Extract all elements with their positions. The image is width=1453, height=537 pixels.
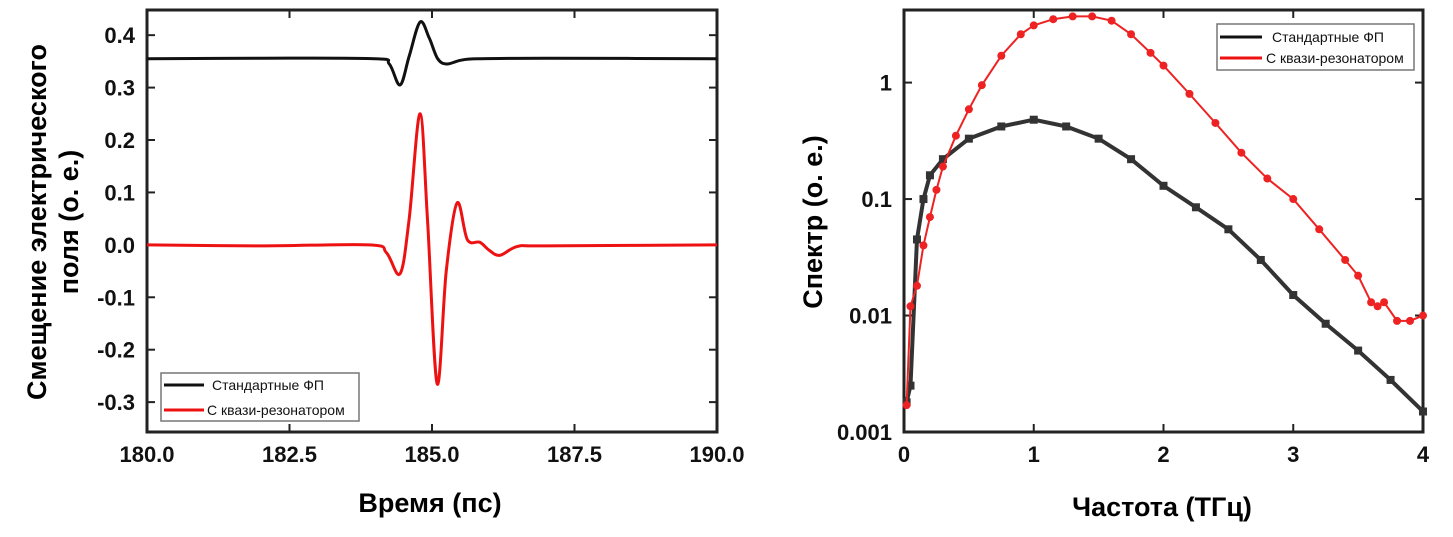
data-point <box>938 155 947 164</box>
legend-box <box>160 372 360 422</box>
y-axis-label: Спектр (о. е.) <box>798 135 828 309</box>
x-tick-label: 2 <box>1157 442 1169 467</box>
time-domain-chart: 180.0 182.5 185.0 187.5 190.0 0.4 0.3 0.2 0.1 0.0… <box>22 8 745 518</box>
data-point <box>1354 346 1363 355</box>
data-point <box>1341 255 1350 264</box>
data-point <box>1016 30 1025 39</box>
y-tick-label: 0.4 <box>104 23 135 48</box>
data-point <box>1127 155 1136 164</box>
x-axis-label: Частота (ТГц) <box>1072 492 1252 522</box>
data-point <box>902 401 911 410</box>
data-point <box>1393 316 1402 325</box>
data-point <box>1062 122 1071 131</box>
data-point <box>1373 302 1382 311</box>
x-tick-label: 0 <box>898 442 910 467</box>
data-point <box>1185 89 1194 98</box>
legend-label-standard: Стандартные ФП <box>212 377 324 393</box>
y-tick-label: 0.1 <box>104 180 135 205</box>
data-point <box>925 213 934 222</box>
data-point <box>1068 12 1077 21</box>
y-tick-label: 0.0 <box>104 233 135 258</box>
data-point <box>1029 21 1038 30</box>
data-point <box>1419 311 1427 320</box>
data-point <box>1367 298 1376 307</box>
x-tick-label: 187.5 <box>547 442 602 467</box>
y-tick-label: 0.3 <box>104 76 135 101</box>
legend-label-resonator: С квази-резонатором <box>207 402 345 418</box>
y-tick-label: 0.1 <box>861 187 892 212</box>
data-point <box>1354 271 1363 280</box>
plot-frame <box>145 8 719 434</box>
y-tick-label: -0.1 <box>97 285 135 310</box>
data-point <box>1315 225 1324 234</box>
y-tick-label: 0.001 <box>837 420 892 445</box>
data-point <box>932 185 941 194</box>
data-point <box>997 122 1006 131</box>
x-tick-label: 1 <box>1028 442 1040 467</box>
y-axis-label-line-2: поля (о. е.) <box>54 150 84 295</box>
data-point <box>1191 203 1200 212</box>
spectrum-chart: 0 1 2 3 4 1 0.1 0.01 0.001 Стандартные ФП С кваз… <box>798 8 1430 522</box>
legend-box <box>1216 23 1415 71</box>
data-point <box>1289 195 1298 204</box>
data-point <box>1127 30 1136 39</box>
data-point <box>1107 16 1116 25</box>
data-point <box>1419 407 1427 416</box>
data-point <box>964 105 973 114</box>
data-point <box>1029 115 1038 124</box>
data-point <box>1380 298 1389 307</box>
data-point <box>912 281 921 290</box>
y-tick-label: 1 <box>880 71 892 96</box>
data-point <box>1224 225 1233 234</box>
series-line-1 <box>146 112 718 386</box>
data-point <box>925 171 934 180</box>
data-point <box>906 302 915 311</box>
data-point <box>1211 118 1220 127</box>
data-point <box>919 241 928 250</box>
data-point <box>1159 181 1168 190</box>
data-point <box>1094 134 1103 143</box>
data-point <box>1256 255 1265 264</box>
x-tick-label: 4 <box>1417 442 1430 467</box>
data-point <box>919 195 928 204</box>
y-tick-label: 0.01 <box>849 304 892 329</box>
series-line-0 <box>146 20 718 87</box>
data-point <box>1386 375 1395 384</box>
y-tick-label: -0.3 <box>97 390 135 415</box>
series-line-1 <box>905 15 1424 406</box>
y-axis-label-line-1: Смещение электрического <box>22 44 52 400</box>
x-tick-label: 190.0 <box>689 442 744 467</box>
data-point <box>1159 61 1168 70</box>
data-point <box>1146 48 1155 57</box>
data-point <box>1088 12 1097 21</box>
legend-label-standard: Стандартные ФП <box>1272 29 1384 45</box>
legend: Стандартные ФП С квази-резонатором <box>1216 23 1415 71</box>
data-point <box>1237 148 1246 157</box>
data-point <box>997 51 1006 60</box>
x-tick-label: 182.5 <box>262 442 317 467</box>
data-point <box>1049 15 1058 24</box>
plot-frame <box>902 8 1425 434</box>
legend-label-resonator: С квази-резонатором <box>1266 50 1404 66</box>
data-point <box>1406 316 1415 325</box>
data-point <box>938 162 947 171</box>
x-tick-label: 180.0 <box>119 442 174 467</box>
data-point <box>1263 174 1272 183</box>
y-tick-label: 0.2 <box>104 128 135 153</box>
y-tick-label: -0.2 <box>97 338 135 363</box>
legend: Стандартные ФП С квази-резонатором <box>160 372 360 422</box>
data-point <box>906 381 915 390</box>
x-tick-label: 3 <box>1287 442 1299 467</box>
data-point <box>1289 291 1298 300</box>
data-point <box>912 235 921 244</box>
data-point <box>951 131 960 140</box>
x-axis-label: Время (пс) <box>358 488 501 518</box>
data-point <box>964 134 973 143</box>
x-tick-label: 185.0 <box>404 442 459 467</box>
data-point <box>977 81 986 90</box>
data-point <box>1321 319 1330 328</box>
